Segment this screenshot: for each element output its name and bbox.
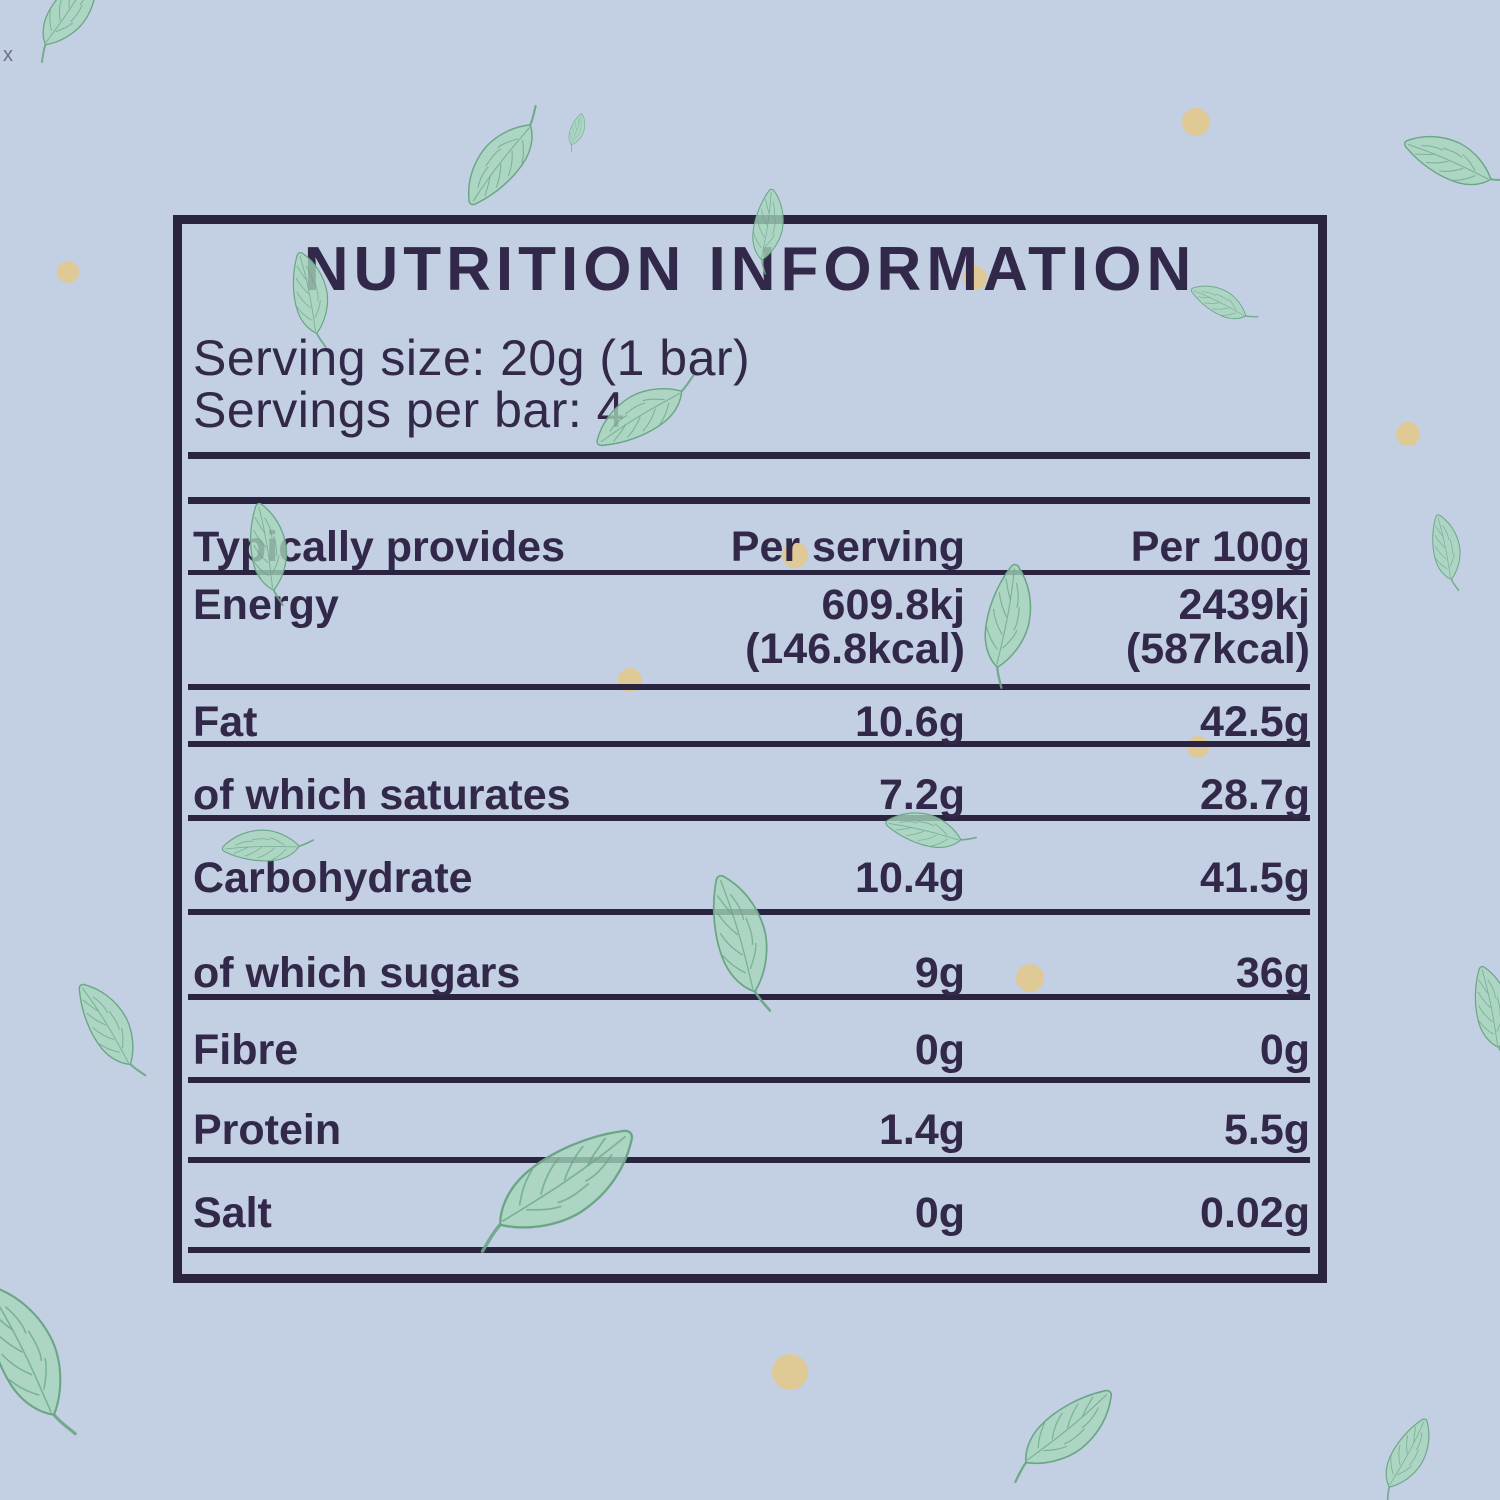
nutrient-name-cell: Salt — [193, 1189, 272, 1237]
per-serving-value-cell: 1.4g — [878, 1106, 965, 1154]
divider-line — [188, 1157, 1310, 1163]
table-row: of which sugars 9g 36g — [193, 951, 1310, 995]
table-row: Protein 1.4g 5.5g — [193, 1108, 1310, 1152]
nutrient-name-cell: of which sugars — [193, 949, 521, 997]
table-header-row: Typically provides Per serving Per 100g — [193, 525, 1310, 569]
nutrient-name-cell: of which saturates — [193, 771, 571, 819]
leaf-icon — [0, 1279, 77, 1443]
nutrient-name-cell: Fibre — [193, 1026, 299, 1074]
table-row: Carbohydrate 10.4g 41.5g — [193, 856, 1310, 900]
divider-line — [188, 684, 1310, 690]
leaf-icon — [1359, 1416, 1452, 1500]
divider-line — [188, 570, 1310, 575]
stray-x-mark: x — [3, 44, 13, 66]
divider-line — [188, 741, 1310, 747]
per-serving-value-cell: 609.8kj (146.8kcal) — [745, 581, 965, 673]
per-serving-value-cell: 0g — [914, 1026, 965, 1074]
divider-line — [188, 452, 1310, 459]
leaf-icon — [13, 0, 121, 63]
servings-per-bar-text: Servings per bar: 4 — [193, 382, 625, 438]
leaf-icon — [1462, 965, 1500, 1062]
per-100g-value-cell: 0g — [1259, 1026, 1310, 1074]
per-serving-value-cell: 9g — [914, 949, 965, 997]
leaf-icon — [443, 104, 565, 208]
per-serving-value-cell: 10.4g — [855, 854, 965, 902]
per-100g-value-cell: 36g — [1235, 949, 1310, 997]
per-100g-value-cell: 5.5g — [1223, 1106, 1310, 1154]
yellow-dot — [963, 266, 987, 290]
per-100g-value-cell: 0.02g — [1200, 1189, 1310, 1237]
leaf-icon — [557, 112, 596, 152]
table-row: Salt 0g 0.02g — [193, 1191, 1310, 1235]
table-row: of which saturates 7.2g 28.7g — [193, 773, 1310, 817]
page-title: NUTRITION INFORMATION — [303, 235, 1197, 304]
table-row: Fat 10.6g 42.5g — [193, 700, 1310, 744]
nutrient-name-cell: Protein — [193, 1106, 342, 1154]
column-header-per-serving: Per serving — [730, 523, 965, 571]
yellow-dot — [1182, 108, 1210, 136]
column-header-typically-provides: Typically provides — [193, 523, 566, 571]
per-serving-value-cell: 0g — [914, 1189, 965, 1237]
divider-line — [188, 909, 1310, 915]
per-100g-value-cell: 28.7g — [1200, 771, 1310, 819]
divider-line — [188, 815, 1310, 821]
nutrient-name-cell: Energy — [193, 581, 339, 629]
yellow-dot — [782, 542, 808, 568]
nutrient-name-cell: Fat — [193, 698, 258, 746]
yellow-dot — [57, 261, 79, 283]
yellow-dot — [1396, 422, 1420, 446]
leaf-icon — [1401, 107, 1500, 217]
serving-size-text: Serving size: 20g (1 bar) — [193, 330, 751, 386]
table-row: Energy 609.8kj (146.8kcal) 2439kj (587kc… — [193, 583, 1310, 671]
divider-line — [188, 497, 1310, 504]
leaf-icon — [1422, 513, 1472, 592]
per-100g-value-cell: 2439kj (587kcal) — [1125, 581, 1310, 673]
per-100g-value-cell: 41.5g — [1200, 854, 1310, 902]
per-100g-value-cell: 42.5g — [1200, 698, 1310, 746]
per-serving-value-cell: 10.6g — [855, 698, 965, 746]
per-serving-value-cell: 7.2g — [878, 771, 965, 819]
yellow-dot — [772, 1354, 808, 1390]
nutrition-label-box: NUTRITION INFORMATION Serving size: 20g … — [173, 215, 1327, 1283]
leaf-icon — [77, 975, 147, 1086]
yellow-dot — [1016, 964, 1044, 992]
leaf-icon — [995, 1387, 1130, 1483]
nutrient-name-cell: Carbohydrate — [193, 854, 473, 902]
divider-line — [188, 1077, 1310, 1083]
column-header-per-100g: Per 100g — [1130, 523, 1310, 571]
table-row: Fibre 0g 0g — [193, 1028, 1310, 1072]
divider-line — [188, 1247, 1310, 1253]
